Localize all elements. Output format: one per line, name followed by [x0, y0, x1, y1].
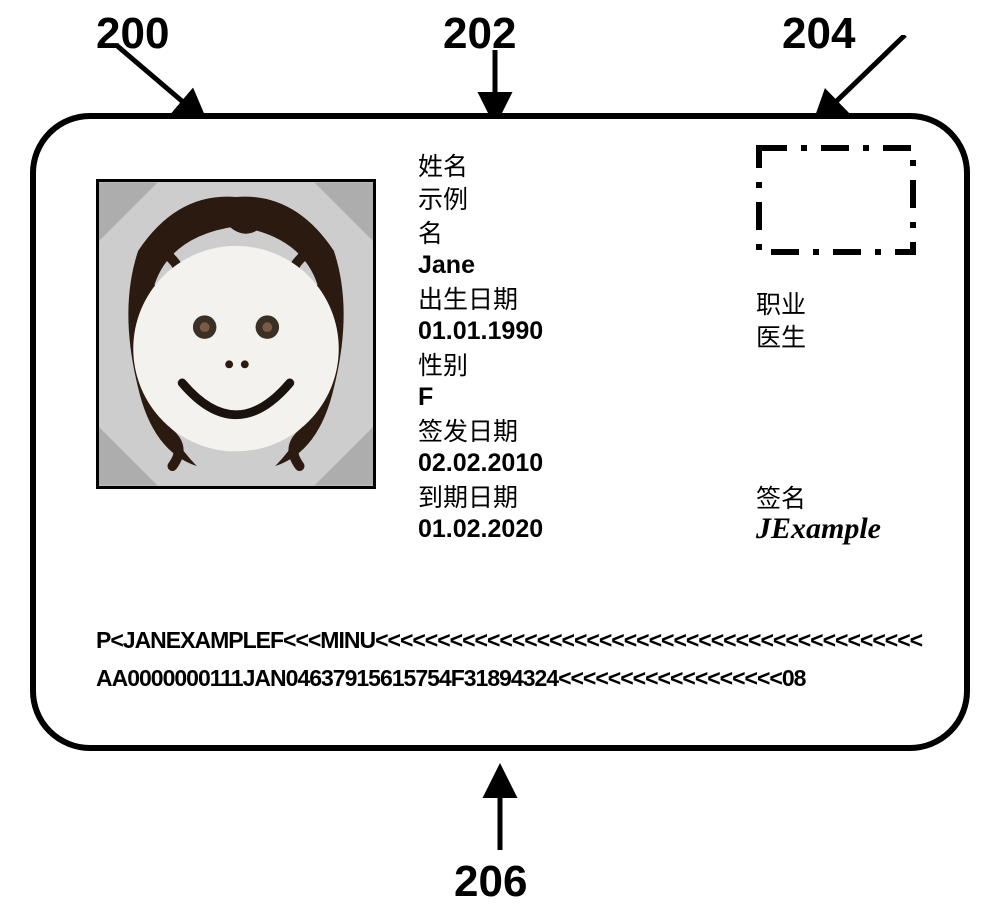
issue-value: 02.02.2010: [418, 447, 543, 480]
ref-label-200: 200: [96, 12, 169, 56]
figure-stage: 200 202 204 206: [0, 0, 1000, 921]
sex-label: 性别: [418, 348, 468, 381]
surname-block: 姓名 示例: [418, 149, 468, 214]
mrz-line-2: AA0000000111JAN04637915615754F31894324<<…: [96, 660, 904, 697]
arrow-206: [470, 760, 530, 860]
photo-box: [96, 179, 376, 489]
issue-label: 签发日期: [418, 414, 543, 447]
mrz-line-1: P<JANEXAMPLEF<<<MINU<<<<<<<<<<<<<<<<<<<<…: [96, 622, 904, 659]
dob-value: 01.01.1990: [418, 315, 543, 348]
surname-value: 示例: [418, 182, 468, 215]
issue-block: 签发日期 02.02.2010: [418, 414, 543, 479]
signature-value: JExample: [756, 514, 881, 544]
surname-label: 姓名: [418, 149, 468, 182]
given-value: Jane: [418, 249, 475, 282]
given-block: 名 Jane: [418, 216, 475, 281]
expiry-value: 01.02.2020: [418, 513, 543, 546]
ref-label-206: 206: [454, 860, 527, 904]
dob-label: 出生日期: [418, 282, 543, 315]
occupation-label: 职业: [756, 287, 806, 320]
expiry-label: 到期日期: [418, 480, 543, 513]
expiry-block: 到期日期 01.02.2020: [418, 480, 543, 545]
signature-block: 签名 JExample: [756, 481, 881, 544]
ref-label-202: 202: [443, 12, 516, 56]
signature-label: 签名: [756, 481, 881, 514]
id-card: 姓名 示例 名 Jane 出生日期 01.01.1990 性别 F 签发日期 0…: [30, 113, 970, 751]
dob-block: 出生日期 01.01.1990: [418, 282, 543, 347]
photo-svg: [99, 182, 373, 486]
occupation-value: 医生: [756, 320, 806, 353]
given-label: 名: [418, 216, 475, 249]
ref-label-204: 204: [782, 12, 855, 56]
sex-value: F: [418, 381, 468, 414]
chip-outline: [756, 145, 916, 255]
sex-block: 性别 F: [418, 348, 468, 413]
occupation-block: 职业 医生: [756, 287, 806, 352]
